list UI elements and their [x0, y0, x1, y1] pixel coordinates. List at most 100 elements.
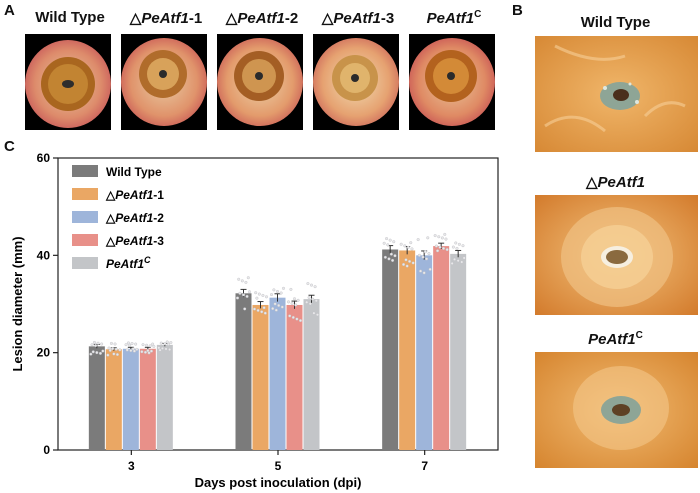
- y-tick-label: 20: [37, 346, 51, 360]
- replicate-point: [428, 267, 432, 271]
- replicate-point: [146, 349, 150, 353]
- replicate-point: [98, 351, 102, 355]
- replicate-point: [262, 306, 266, 310]
- b-label-peatf1-c: PeAtf1C: [588, 330, 643, 348]
- replicate-point: [235, 296, 239, 300]
- replicate-point: [383, 255, 387, 259]
- panel-letter-c: C: [4, 138, 15, 155]
- replicate-point: [423, 250, 427, 254]
- replicate-point: [247, 290, 251, 294]
- bar: [286, 304, 303, 450]
- replicate-point: [404, 258, 408, 262]
- y-axis-label: Lesion diameter (mm): [10, 236, 25, 371]
- b-photo-peatf1-c: [535, 352, 698, 468]
- replicate-point: [157, 346, 161, 350]
- legend-label: Wild Type: [106, 165, 162, 179]
- x-tick-label: 5: [275, 459, 282, 473]
- bar: [139, 348, 156, 450]
- apple-label-peatf1-c: PeAtf1C: [426, 9, 482, 27]
- replicate-point: [426, 236, 430, 240]
- replicate-point: [272, 288, 276, 292]
- replicate-point: [310, 283, 314, 287]
- bar: [399, 250, 416, 450]
- replicate-point: [164, 347, 168, 351]
- replicate-point: [140, 350, 144, 354]
- replicate-point: [312, 311, 316, 315]
- replicate-point: [246, 276, 250, 280]
- replicate-point: [94, 344, 98, 348]
- replicate-point: [237, 277, 241, 281]
- replicate-point: [273, 302, 277, 306]
- replicate-point: [96, 341, 100, 345]
- replicate-point: [101, 349, 105, 353]
- apple-photo-peatf1-3: [313, 34, 399, 130]
- replicate-point: [450, 261, 454, 265]
- replicate-point: [456, 259, 460, 263]
- replicate-point: [165, 340, 169, 344]
- legend-label: △PeAtf1-3: [105, 234, 164, 248]
- y-tick-label: 40: [37, 248, 51, 262]
- replicate-point: [95, 351, 99, 355]
- replicate-point: [113, 342, 117, 346]
- y-tick-label: 60: [37, 151, 51, 165]
- replicate-point: [240, 279, 244, 283]
- replicate-point: [421, 255, 425, 259]
- replicate-point: [296, 298, 300, 302]
- replicate-point: [405, 264, 409, 268]
- replicate-point: [145, 343, 149, 347]
- replicate-point: [238, 291, 242, 295]
- replicate-point: [402, 262, 406, 266]
- replicate-point: [387, 257, 391, 261]
- replicate-point: [382, 241, 386, 245]
- bar: [88, 346, 105, 450]
- replicate-point: [143, 350, 147, 354]
- replicate-point: [135, 347, 139, 351]
- b-photo-wild-type: [535, 36, 698, 152]
- legend-swatch: [72, 257, 98, 269]
- panel-letter-a: A: [4, 2, 15, 19]
- bar: [416, 255, 433, 450]
- replicate-point: [107, 346, 111, 350]
- replicate-point: [265, 295, 269, 299]
- apple-photo-peatf1-1: [121, 34, 207, 130]
- replicate-point: [158, 348, 162, 352]
- replicate-point: [460, 260, 464, 264]
- replicate-point: [411, 261, 415, 265]
- bar: [235, 293, 252, 450]
- replicate-point: [100, 342, 104, 346]
- replicate-point: [169, 341, 173, 345]
- replicate-point: [276, 289, 280, 293]
- replicate-point: [125, 348, 129, 352]
- replicate-point: [437, 235, 441, 239]
- replicate-point: [261, 293, 265, 297]
- apple-label-peatf1-1: △PeAtf1-1: [129, 10, 203, 27]
- replicate-point: [445, 248, 449, 252]
- replicate-point: [389, 252, 393, 256]
- bar: [122, 348, 139, 450]
- bar-series: [88, 232, 467, 450]
- replicate-point: [108, 348, 112, 352]
- replicate-point: [270, 293, 274, 297]
- panel-letter-b: B: [512, 2, 523, 19]
- replicate-point: [128, 343, 132, 347]
- replicate-point: [408, 259, 412, 263]
- replicate-point: [425, 257, 429, 261]
- replicate-point: [287, 300, 291, 304]
- replicate-point: [152, 344, 156, 348]
- replicate-point: [252, 307, 256, 311]
- replicate-point: [277, 303, 281, 307]
- replicate-point: [260, 310, 264, 314]
- replicate-point: [290, 301, 294, 305]
- replicate-point: [112, 352, 116, 356]
- bar: [433, 246, 450, 450]
- replicate-point: [106, 353, 110, 357]
- replicate-point: [257, 292, 261, 296]
- replicate-point: [406, 245, 410, 249]
- bar: [252, 304, 269, 450]
- x-axis-label: Days post inoculation (dpi): [195, 475, 362, 490]
- apple-photo-peatf1-c: [409, 34, 495, 130]
- legend-label: △PeAtf1-2: [105, 211, 164, 225]
- replicate-point: [385, 237, 389, 241]
- replicate-point: [440, 236, 444, 240]
- replicate-point: [271, 307, 275, 311]
